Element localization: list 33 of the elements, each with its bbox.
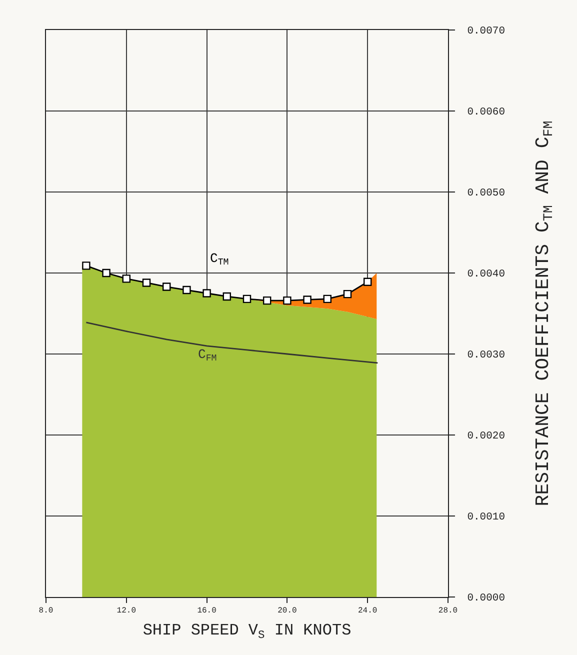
line-series <box>86 322 378 364</box>
point <box>162 282 171 291</box>
x-tick-label: 28.0 <box>438 606 458 616</box>
y-tick-label: 0.0070 <box>467 26 506 38</box>
y-tick-label: 0.0060 <box>467 106 506 119</box>
y-tick-label: 0.0000 <box>467 592 506 605</box>
point <box>303 296 312 304</box>
x-tick-label: 12.0 <box>116 606 136 616</box>
x-axis-title: SHIP SPEED V$_{S}$ IN KNOTS <box>142 621 352 642</box>
x-tick-label: 16.0 <box>197 606 217 616</box>
point <box>82 262 90 270</box>
y-tick-label: 0.0020 <box>467 430 506 443</box>
point <box>182 286 191 294</box>
y-tick-label: 0.0050 <box>467 188 506 200</box>
series-label: C$_{FM}$ <box>198 347 217 364</box>
y-tick-label: 0.0030 <box>467 350 506 362</box>
point <box>323 294 332 304</box>
series-label: C$_{TM}$ <box>210 251 229 268</box>
point <box>283 296 292 305</box>
x-tick-label: 8.0 <box>38 606 54 616</box>
x-tick-label: 24.0 <box>358 606 378 616</box>
point <box>263 296 272 305</box>
point <box>364 278 372 286</box>
point <box>343 290 352 298</box>
y-tick-label: 0.0040 <box>467 268 506 281</box>
point <box>102 268 110 278</box>
x-tick-label: 20.0 <box>278 606 297 616</box>
point <box>242 294 252 304</box>
point <box>142 278 151 287</box>
point <box>122 274 130 283</box>
point <box>202 289 211 298</box>
y-tick-label: 0.0010 <box>467 512 506 524</box>
point <box>222 292 231 301</box>
